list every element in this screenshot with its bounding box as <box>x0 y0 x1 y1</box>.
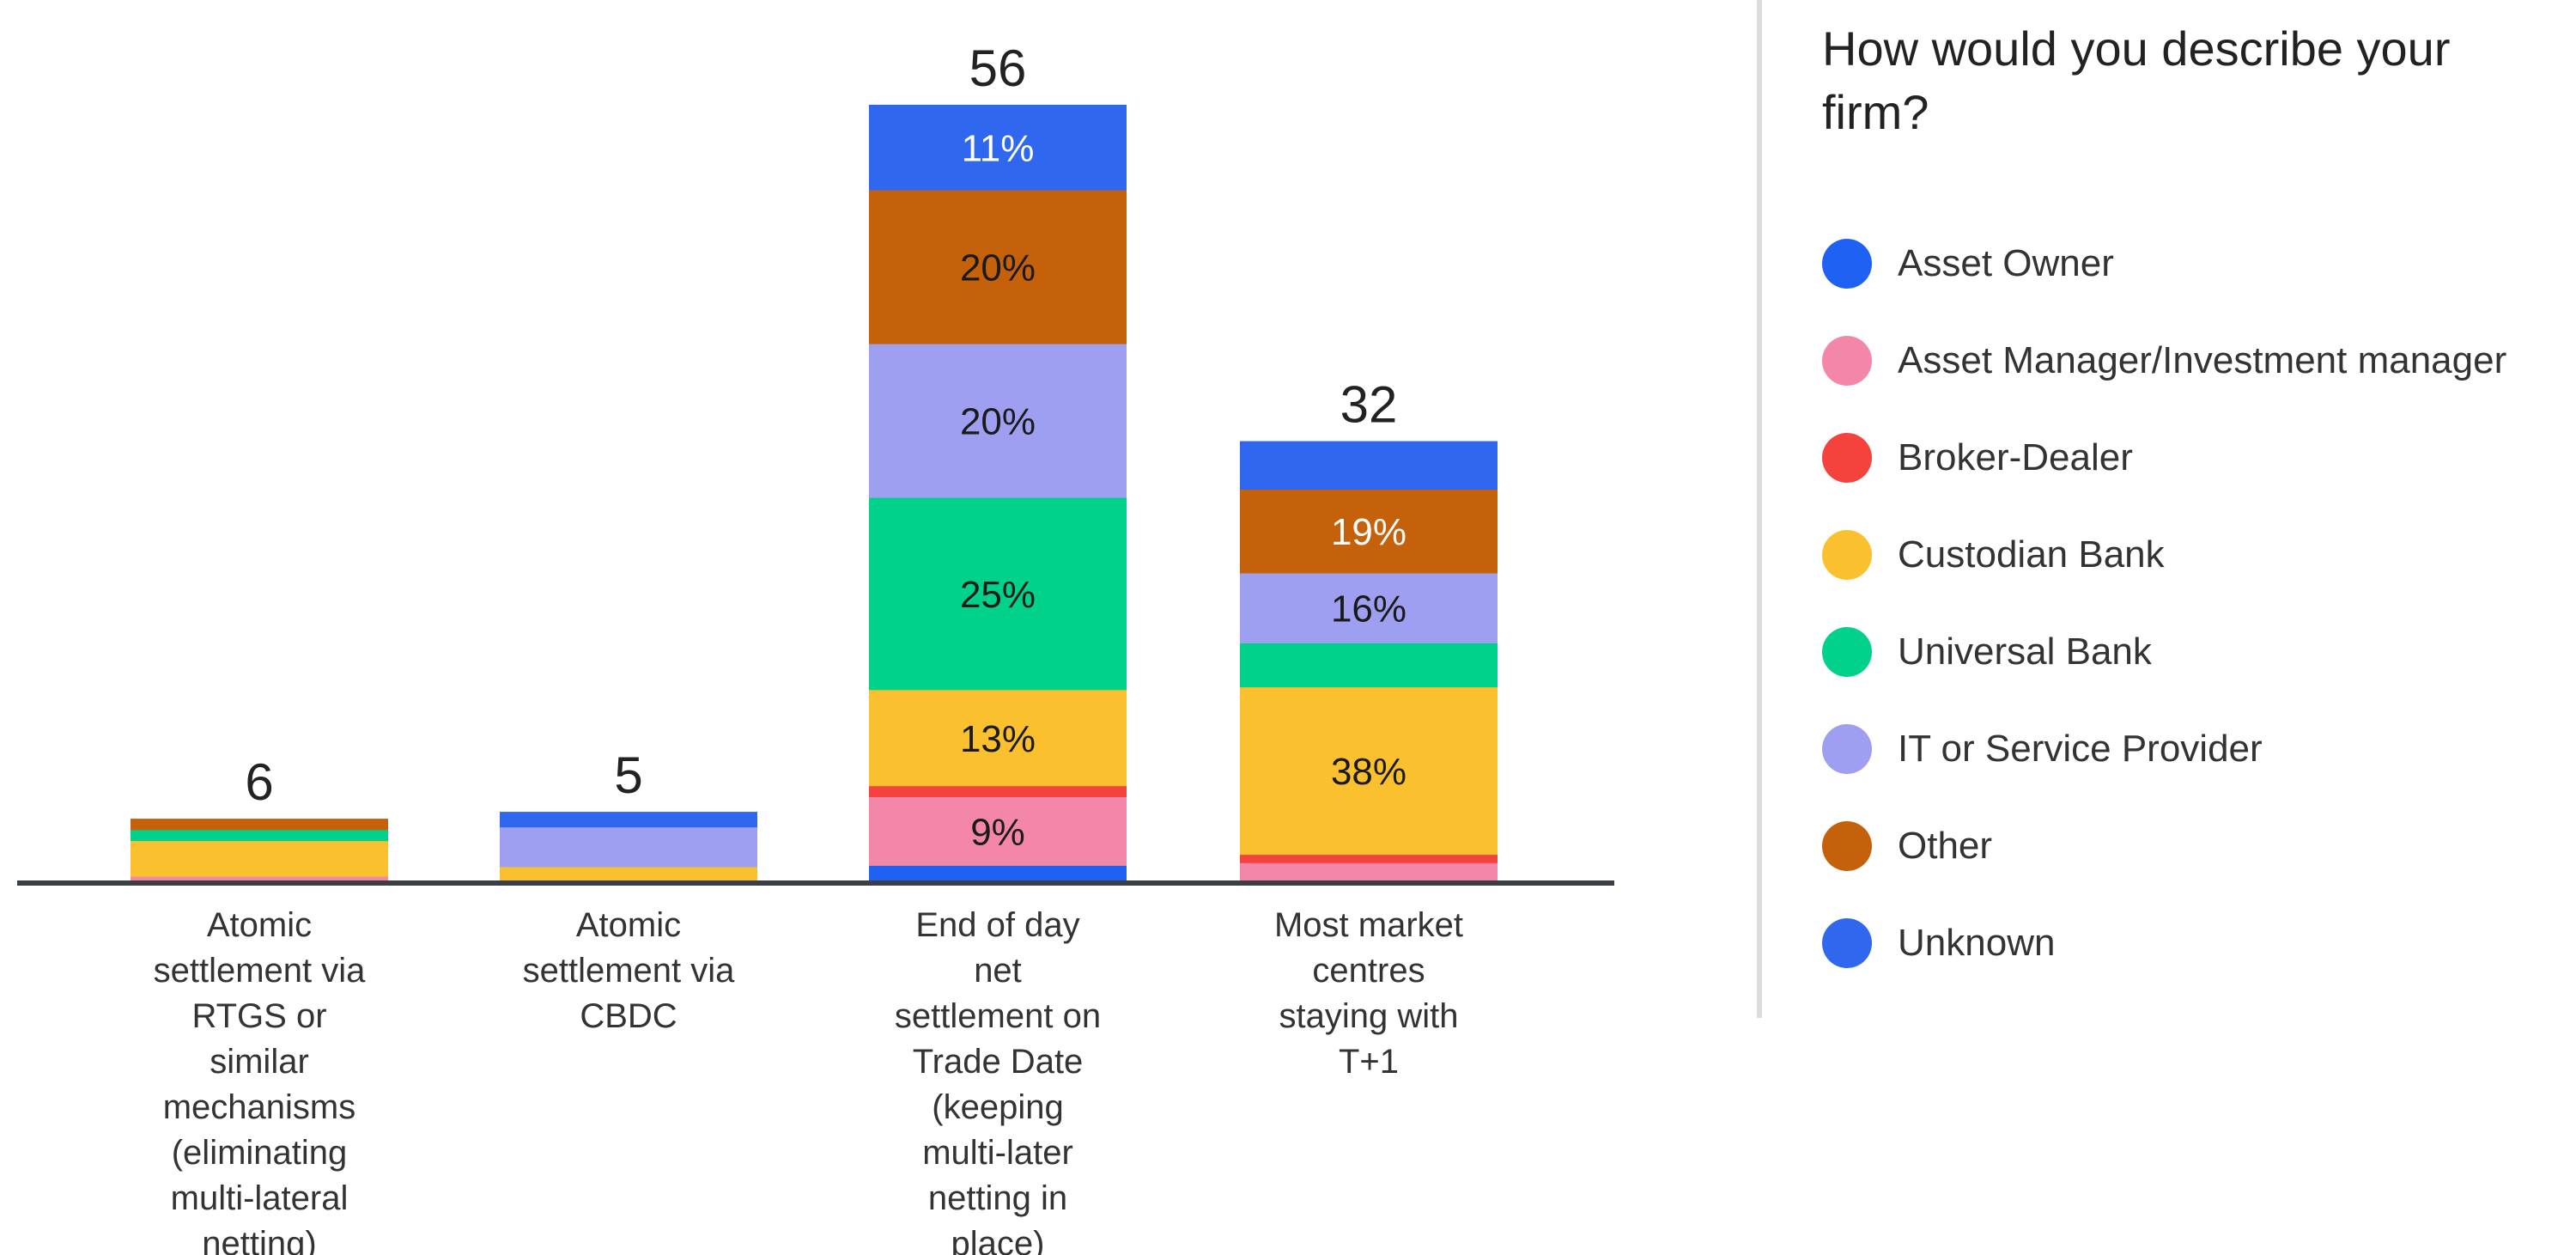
legend-label: Custodian Bank <box>1898 533 2165 576</box>
bar-segment <box>869 104 1127 191</box>
bar-segment <box>1240 572 1498 643</box>
bar-segment <box>1240 643 1498 688</box>
x-tick-label: Atomic settlement via CBDC <box>523 906 736 1035</box>
legend-item-unknown: Unknown <box>1822 894 2506 991</box>
legend-label: Other <box>1898 824 1993 867</box>
bar-segment <box>131 840 388 877</box>
bar-segment <box>500 826 757 868</box>
legend-swatch <box>1822 432 1872 483</box>
bar-total-label: 5 <box>614 746 642 804</box>
legend-swatch <box>1822 917 1872 968</box>
legend: Asset Owner Asset Manager/Investment man… <box>1822 215 2506 991</box>
segment-data-label: 38% <box>1331 751 1406 793</box>
legend-label: Asset Manager/Investment manager <box>1898 338 2507 381</box>
legend-item-other: Other <box>1822 797 2506 894</box>
legend-label: Broker-Dealer <box>1898 436 2133 478</box>
segment-data-label: 19% <box>1331 511 1406 553</box>
legend-swatch <box>1822 626 1872 677</box>
x-tick-label: End of day net settlement on Trade Date (kee… <box>895 906 1101 1255</box>
legend-title: How would you describe your firm? <box>1822 21 2451 139</box>
bar-segment <box>500 812 757 828</box>
legend-swatch <box>1822 820 1872 871</box>
segment-data-label: 11% <box>962 128 1035 170</box>
legend-label: Unknown <box>1898 921 2056 964</box>
legend-item-custodian-bank: Custodian Bank <box>1822 506 2506 603</box>
segment-data-label: 16% <box>1331 588 1406 631</box>
bar-segment <box>131 829 388 842</box>
segment-data-label: 25% <box>960 574 1036 616</box>
bar-segment <box>869 796 1127 866</box>
legend-label: Universal Bank <box>1898 630 2152 673</box>
legend-item-broker-dealer: Broker-Dealer <box>1822 409 2506 506</box>
segment-data-label: 20% <box>960 247 1036 289</box>
bar-segment <box>869 344 1127 498</box>
bar-segment <box>1240 441 1498 490</box>
bar-total-label: 6 <box>245 753 273 811</box>
bar-segment <box>131 876 388 881</box>
legend-item-asset-owner: Asset Owner <box>1822 215 2506 312</box>
segment-data-label: 9% <box>970 811 1025 853</box>
bar-segment <box>500 867 757 881</box>
bar-segment <box>1240 854 1498 863</box>
bar-segment <box>1240 862 1498 881</box>
legend-label: IT or Service Provider <box>1898 727 2263 770</box>
bar-total-label: 32 <box>1340 376 1398 434</box>
bar-segment <box>1240 489 1498 574</box>
legend-swatch <box>1822 335 1872 386</box>
legend-item-it-service-provider: IT or Service Provider <box>1822 700 2506 797</box>
segment-data-label: 13% <box>960 718 1036 760</box>
x-tick-label: Most market centres staying with T+1 <box>1274 906 1463 1081</box>
bar-segment <box>869 785 1127 798</box>
bar-total-label: 56 <box>969 40 1027 97</box>
bar-segment <box>869 497 1127 691</box>
bar-segment <box>869 689 1127 787</box>
legend-divider <box>1757 0 1762 1018</box>
legend-item-asset-manager: Asset Manager/Investment manager <box>1822 312 2506 409</box>
legend-swatch <box>1822 529 1872 580</box>
segment-data-label: 20% <box>960 401 1036 443</box>
bar-segment <box>869 190 1127 344</box>
bar-segment <box>1240 686 1498 856</box>
legend-swatch <box>1822 723 1872 774</box>
bar-segment <box>869 865 1127 881</box>
stacked-bar-chart: 6 5 56 32 9% 13% 25% 20% 20% 11% 38% 16% 19% Atomic se… <box>17 40 1614 1255</box>
legend-item-universal-bank: Universal Bank <box>1822 603 2506 700</box>
x-tick-label: Atomic settlement via RTGS or similar mechan… <box>154 906 367 1255</box>
bar-segment <box>131 819 388 831</box>
legend-label: Asset Owner <box>1898 241 2114 284</box>
legend-swatch <box>1822 238 1872 289</box>
